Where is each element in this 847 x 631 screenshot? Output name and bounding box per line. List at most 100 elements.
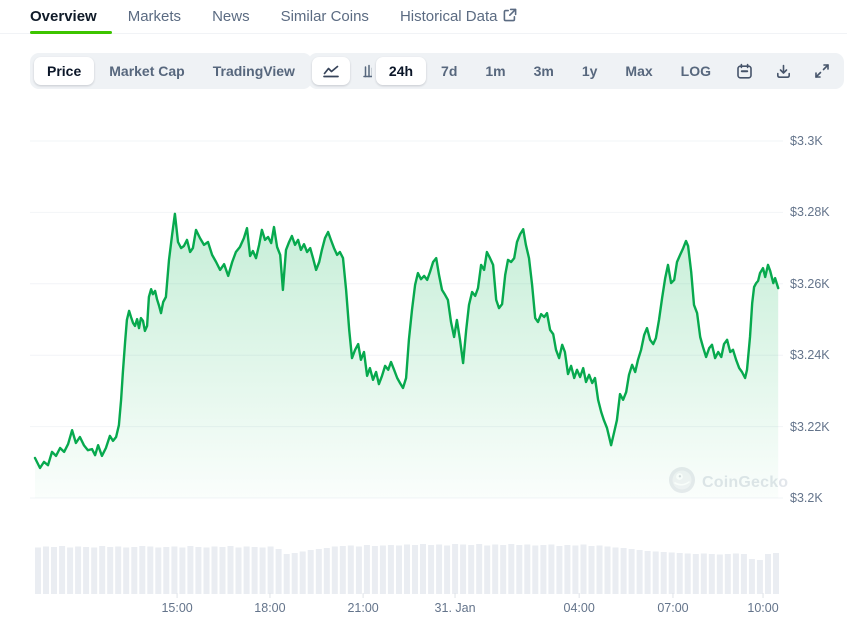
volume-bar (211, 546, 218, 594)
volume-bar (275, 549, 282, 594)
volume-bar (748, 559, 755, 594)
volume-bar (636, 550, 643, 594)
volume-bar (540, 545, 547, 594)
tab-bar: Overview Markets News Similar Coins Hist… (0, 0, 847, 34)
volume-bar (331, 546, 338, 594)
volume-bar (379, 545, 386, 594)
calendar-icon (736, 63, 753, 80)
x-axis-label: 31. Jan (434, 601, 476, 615)
volume-bar (99, 546, 106, 594)
volume-bar (620, 548, 627, 594)
chart-toolbar: Price Market Cap TradingView (0, 53, 847, 89)
date-range-button[interactable] (726, 57, 763, 85)
external-link-icon (503, 8, 517, 26)
volume-bar (259, 547, 266, 594)
metric-market-cap-button[interactable]: Market Cap (96, 57, 197, 85)
volume-bar (339, 546, 346, 594)
volume-bar (123, 547, 130, 594)
volume-bar (307, 550, 314, 594)
metric-price-button[interactable]: Price (34, 57, 95, 85)
volume-bar (412, 545, 418, 594)
y-axis-label: $3.26K (790, 276, 830, 291)
volume-bar (235, 547, 242, 594)
volume-bar (75, 546, 82, 594)
volume-bar (67, 547, 74, 594)
metric-tradingview-button[interactable]: TradingView (200, 57, 308, 85)
range-1m-button[interactable]: 1m (472, 57, 518, 85)
y-axis-label: $3.24K (790, 348, 830, 363)
volume-bar (652, 551, 659, 594)
range-3m-button[interactable]: 3m (521, 57, 567, 85)
volume-bar (147, 546, 154, 594)
volume-bar (508, 544, 515, 594)
volume-bar (315, 549, 322, 594)
volume-bar (596, 545, 603, 594)
download-chart-button[interactable] (765, 57, 802, 85)
range-24h-button[interactable]: 24h (375, 57, 427, 85)
range-1y-button[interactable]: 1y (569, 57, 611, 85)
x-axis-label: 07:00 (657, 601, 689, 615)
volume-bar (740, 554, 747, 594)
volume-bar (773, 553, 779, 594)
volume-bar (532, 545, 539, 594)
volume-bar (556, 546, 563, 594)
price-area-fill (35, 213, 779, 499)
volume-bar (428, 545, 435, 594)
volume-bar (43, 546, 49, 594)
x-axis-label: 21:00 (347, 601, 379, 615)
volume-bar (548, 544, 555, 594)
fullscreen-button[interactable] (804, 57, 840, 85)
x-axis-label: 15:00 (161, 601, 193, 615)
y-axis-label: $3.2K (790, 491, 823, 505)
volume-bar (155, 547, 162, 594)
volume-bar (628, 549, 635, 594)
volume-bar (283, 554, 290, 594)
volume-bar (131, 547, 138, 594)
volume-bar (660, 552, 667, 594)
volume-bar (572, 545, 579, 594)
y-axis-label: $3.3K (790, 134, 823, 148)
metric-toggle-group: Price Market Cap TradingView (30, 53, 312, 89)
y-axis-label: $3.28K (790, 205, 830, 220)
volume-bar (692, 554, 699, 594)
x-axis-label: 04:00 (563, 601, 595, 615)
volume-bar (700, 553, 707, 594)
volume-bar (83, 547, 90, 594)
volume-bar (588, 546, 595, 594)
line-chart-type-button[interactable] (312, 57, 350, 85)
line-chart-icon (322, 63, 340, 79)
tab-overview[interactable]: Overview (30, 8, 97, 25)
volume-bar (724, 554, 731, 594)
fullscreen-icon (814, 63, 830, 79)
tab-markets[interactable]: Markets (127, 8, 182, 25)
volume-bar (355, 546, 362, 594)
volume-bar (291, 553, 298, 594)
tab-similar-coins[interactable]: Similar Coins (280, 8, 369, 25)
volume-bar (604, 546, 611, 594)
volume-bar (387, 545, 394, 594)
volume-bar (171, 546, 178, 594)
volume-bar (404, 544, 410, 594)
volume-bar (347, 545, 354, 594)
volume-bar (516, 545, 523, 594)
volume-bar (363, 545, 370, 594)
volume-bar (59, 546, 66, 594)
volume-bar (716, 554, 723, 594)
tab-historical-data[interactable]: Historical Data (400, 8, 518, 26)
volume-bar (564, 545, 571, 594)
volume-bar (580, 544, 587, 594)
range-max-button[interactable]: Max (612, 57, 665, 85)
volume-bar (323, 548, 330, 594)
volume-bar (195, 547, 202, 594)
volume-bar (444, 545, 451, 594)
volume-bar (51, 547, 57, 594)
volume-bar (299, 551, 306, 594)
tab-news[interactable]: News (212, 8, 250, 25)
volume-bar (371, 546, 378, 594)
log-scale-button[interactable]: LOG (668, 57, 724, 85)
range-7d-button[interactable]: 7d (428, 57, 470, 85)
download-icon (775, 63, 792, 80)
active-tab-underline (30, 31, 112, 34)
